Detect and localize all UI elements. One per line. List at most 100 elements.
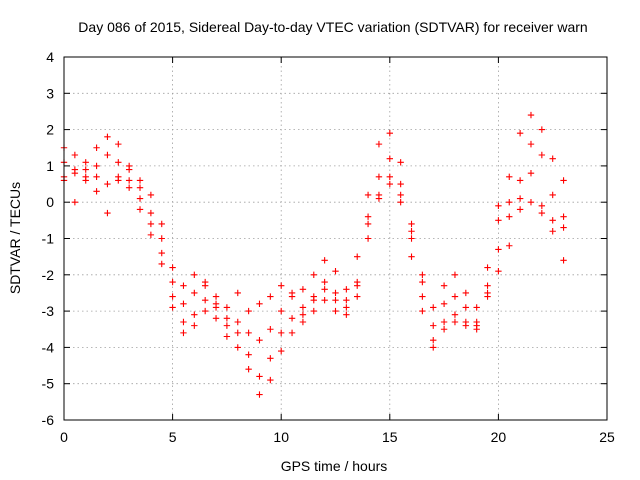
data-point: [125, 177, 133, 184]
data-point: [71, 199, 79, 206]
data-point: [180, 282, 187, 289]
data-point: [440, 300, 448, 308]
x-tick-label: 0: [60, 429, 68, 445]
data-point: [386, 155, 393, 162]
data-point: [125, 166, 133, 173]
data-point: [354, 278, 361, 286]
data-point: [147, 209, 155, 217]
data-point: [136, 206, 144, 213]
data-point: [430, 344, 437, 351]
data-point: [516, 130, 524, 137]
data-point: [451, 318, 459, 326]
data-point: [473, 304, 480, 311]
data-point: [440, 282, 448, 289]
data-point: [375, 173, 383, 180]
data-point: [484, 293, 491, 300]
data-point: [516, 177, 524, 184]
data-point: [201, 278, 209, 286]
data-point: [201, 297, 209, 304]
data-point: [549, 191, 556, 199]
data-point: [169, 264, 176, 271]
data-point: [321, 297, 328, 304]
data-point: [332, 297, 339, 304]
data-point: [223, 315, 231, 322]
data-point: [527, 169, 535, 177]
data-point: [408, 235, 415, 242]
data-point: [180, 329, 187, 337]
chart-title: Day 086 of 2015, Sidereal Day-to-day VTE…: [78, 19, 587, 35]
series-1: [60, 111, 567, 344]
y-tick-label: -4: [42, 339, 55, 355]
data-point: [419, 293, 426, 300]
data-point: [375, 140, 383, 148]
data-point: [495, 217, 502, 224]
data-point: [125, 184, 133, 191]
series-4: [60, 166, 567, 318]
x-tick-label: 15: [382, 429, 398, 445]
data-point: [136, 177, 144, 184]
data-point: [223, 304, 231, 311]
data-point: [82, 159, 89, 166]
data-point: [343, 311, 350, 318]
data-point: [169, 278, 176, 286]
data-point: [136, 195, 144, 202]
data-point: [484, 264, 491, 271]
data-point: [527, 140, 535, 148]
data-point: [267, 376, 274, 384]
data-point: [484, 282, 491, 289]
data-point: [299, 311, 307, 318]
y-tick-label: -1: [42, 231, 55, 247]
data-point: [364, 235, 372, 242]
data-point: [82, 166, 89, 173]
data-point: [408, 220, 415, 228]
data-point: [278, 282, 285, 289]
data-point: [364, 213, 372, 220]
data-point: [430, 304, 437, 311]
data-point: [299, 304, 307, 311]
data-point: [169, 293, 176, 300]
y-tick-label: 0: [46, 194, 54, 210]
data-point: [245, 329, 252, 337]
data-point: [256, 391, 263, 398]
data-point: [332, 289, 339, 297]
data-point: [267, 293, 274, 300]
data-point: [299, 286, 307, 293]
y-tick-label: 1: [46, 158, 54, 174]
data-point: [440, 318, 448, 326]
data-point: [245, 351, 252, 358]
data-point: [212, 300, 220, 308]
data-point: [397, 180, 404, 188]
data-point: [386, 130, 393, 137]
data-point: [495, 246, 502, 253]
data-point: [278, 329, 285, 337]
y-tick-label: -5: [42, 376, 55, 392]
data-point: [364, 191, 372, 199]
data-point: [516, 206, 524, 213]
data-point: [549, 217, 556, 224]
data-point: [212, 315, 220, 322]
data-point: [71, 151, 79, 159]
data-point: [332, 267, 339, 275]
data-point: [288, 329, 296, 337]
data-point: [158, 249, 165, 257]
data-point: [267, 355, 274, 362]
data-point: [147, 220, 155, 228]
data-point: [93, 188, 100, 195]
data-point: [527, 199, 535, 206]
x-tick-labels: 0 5 10 15 20 25: [60, 429, 615, 445]
data-point: [560, 213, 567, 220]
data-point: [136, 184, 144, 191]
data-point: [115, 140, 122, 148]
y-tick-labels: -6 -5 -4 -3 -2 -1 0 1 2 3 4: [42, 49, 55, 428]
series-3: [60, 166, 567, 398]
data-point: [93, 144, 100, 151]
data-point: [506, 213, 513, 220]
data-point: [495, 267, 502, 275]
data-point: [256, 336, 263, 344]
data-point: [234, 344, 241, 351]
data-point: [343, 297, 350, 304]
data-point: [321, 257, 328, 264]
y-tick-label: -6: [42, 412, 55, 428]
